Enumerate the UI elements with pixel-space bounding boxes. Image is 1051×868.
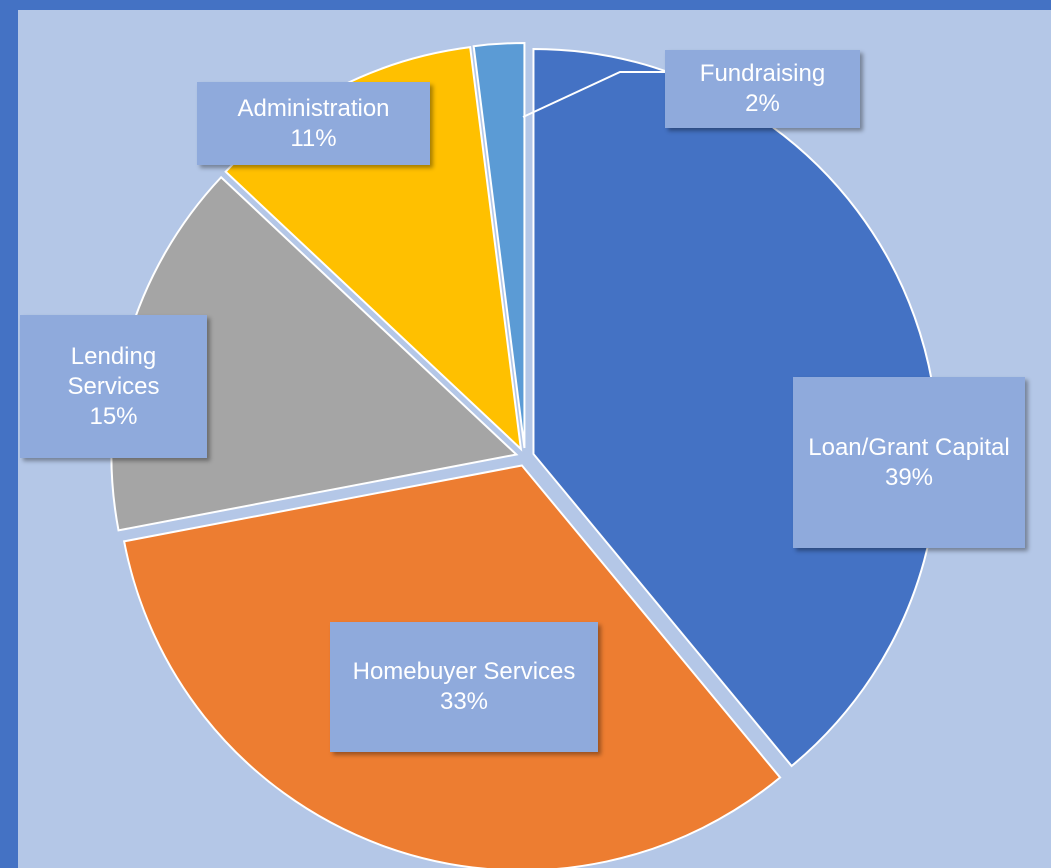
label-value: 39% [884, 463, 934, 491]
pie-slice [472, 42, 526, 449]
label-value: 15% [89, 402, 138, 430]
plot-area: Loan/Grant Capital 39% Homebuyer Services 3… [18, 10, 1051, 868]
label-value: 33% [439, 688, 489, 715]
data-label: Lending Services 15% [20, 315, 207, 458]
label-name: Fundraising [699, 60, 826, 87]
data-label: Homebuyer Services 33% [330, 622, 598, 752]
label-name: Lending Services [67, 342, 160, 400]
label-name: Administration [237, 94, 390, 122]
leader-line [522, 71, 665, 118]
data-label: Fundraising 2% [665, 50, 860, 128]
label-name: Loan/Grant Capital [808, 433, 1010, 461]
data-label: Administration 11% [197, 82, 430, 165]
data-label: Loan/Grant Capital 39% [793, 377, 1025, 548]
label-name: Homebuyer Services [352, 658, 576, 685]
label-value: 2% [745, 90, 780, 117]
label-value: 11% [290, 124, 337, 152]
